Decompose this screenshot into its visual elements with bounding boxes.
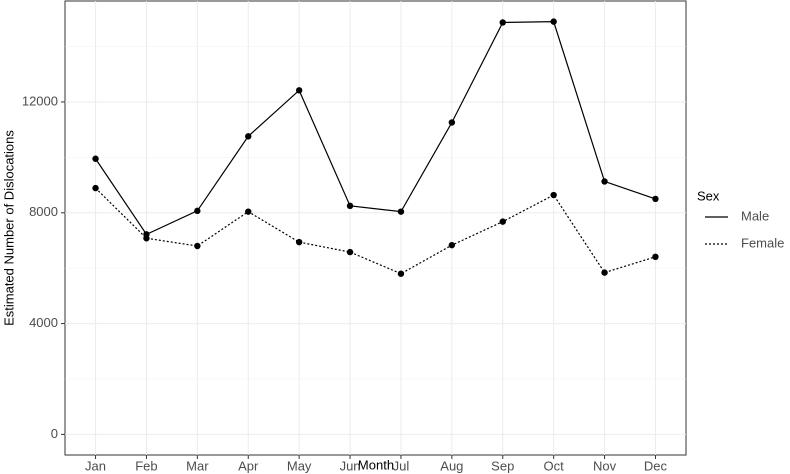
point: [601, 269, 608, 276]
point: [601, 178, 608, 185]
point: [499, 19, 506, 26]
point: [652, 195, 659, 203]
point: [448, 241, 456, 249]
point: [92, 184, 99, 192]
legend-label: Female: [741, 235, 784, 250]
x-tick-label: Dec: [644, 458, 668, 473]
x-tick-label: Nov: [593, 458, 617, 473]
x-tick-label: Feb: [135, 458, 157, 473]
x-tick-label: Mar: [186, 458, 209, 473]
x-axis-title: Month: [358, 457, 394, 472]
point: [550, 191, 557, 199]
x-tick-label: May: [287, 458, 312, 473]
point: [245, 208, 252, 215]
y-tick-label: 8000: [29, 204, 58, 219]
y-tick-label: 12000: [22, 93, 58, 108]
legend-label: Male: [741, 208, 769, 223]
x-tick-label: Jun: [340, 458, 361, 473]
plot-panel: [64, 0, 687, 456]
point: [194, 207, 201, 215]
point: [346, 248, 354, 256]
point: [550, 18, 557, 25]
point: [295, 238, 303, 246]
point: [652, 253, 659, 261]
legend-title: Sex: [697, 188, 720, 203]
y-tick-label: 4000: [29, 315, 58, 330]
point: [499, 218, 506, 225]
point: [92, 155, 99, 162]
x-tick-label: Sep: [491, 458, 514, 473]
series-line: [95, 21, 656, 236]
y-tick-label: 0: [51, 426, 58, 441]
point: [397, 270, 405, 277]
point: [448, 119, 456, 126]
point: [397, 208, 405, 215]
point: [346, 202, 354, 210]
point: [143, 235, 150, 242]
x-tick-label: Jan: [85, 458, 106, 473]
x-tick-label: Jul: [393, 458, 410, 473]
point: [295, 87, 303, 94]
x-tick-label: Oct: [544, 458, 565, 473]
x-tick-label: Aug: [440, 458, 463, 473]
x-tick-label: Apr: [238, 458, 259, 473]
point: [245, 133, 252, 140]
y-axis-title: Estimated Number of Dislocations: [1, 130, 16, 326]
point: [194, 242, 201, 250]
